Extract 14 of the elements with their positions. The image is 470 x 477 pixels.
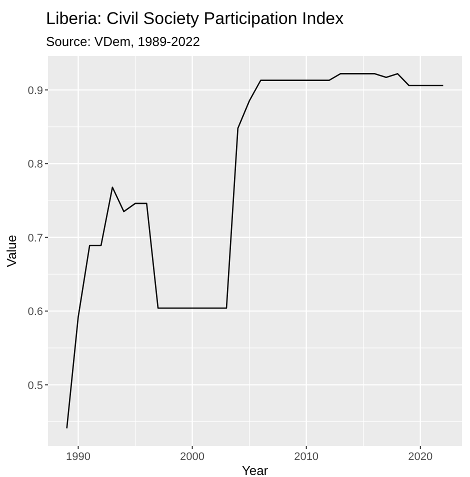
y-tick-label: 0.5 xyxy=(28,380,43,392)
y-tick-label: 0.7 xyxy=(28,232,43,244)
chart-title: Liberia: Civil Society Participation Index xyxy=(46,9,344,28)
y-tick-label: 0.9 xyxy=(28,84,43,97)
x-axis-title: Year xyxy=(242,463,269,477)
x-tick-label: 2010 xyxy=(294,451,319,463)
x-tick-label: 2020 xyxy=(408,451,433,463)
x-tick-label: 2000 xyxy=(180,451,205,463)
y-tick-label: 0.8 xyxy=(28,158,43,171)
y-axis-title: Value xyxy=(4,234,19,268)
x-tick-label: 1990 xyxy=(66,451,90,463)
y-tick-label: 0.6 xyxy=(28,306,43,318)
chart-subtitle: Source: VDem, 1989-2022 xyxy=(46,34,200,49)
line-series xyxy=(66,73,444,429)
